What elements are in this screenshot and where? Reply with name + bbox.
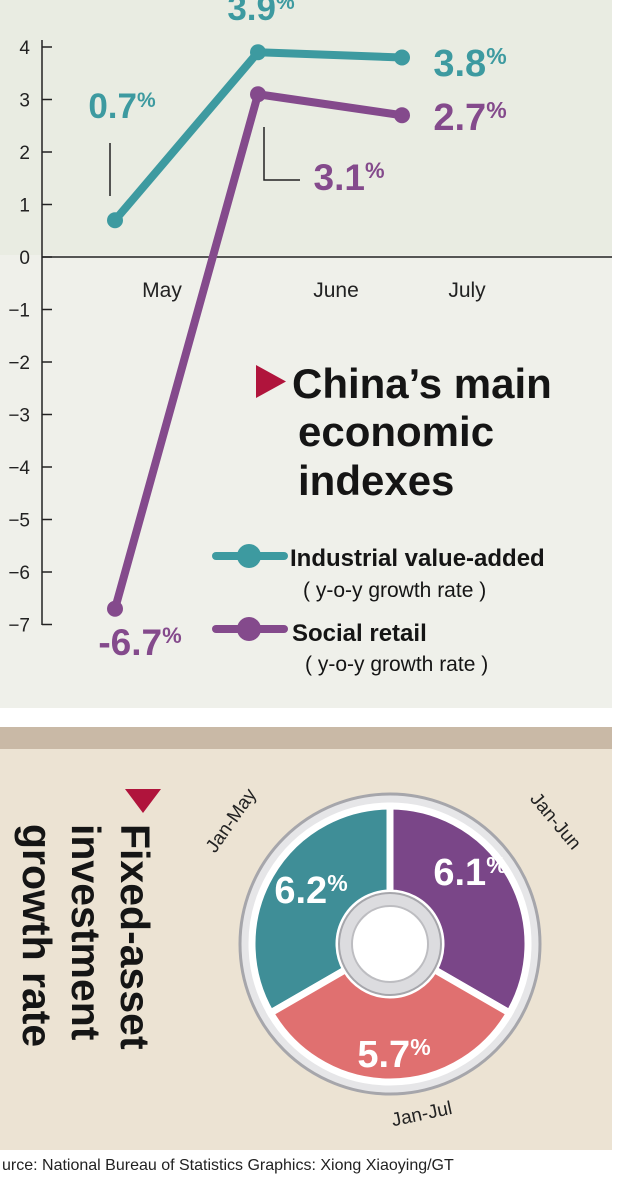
y-tick-label: 1: [19, 196, 30, 217]
y-tick-label: 4: [19, 38, 30, 59]
y-tick-label: −1: [8, 301, 30, 322]
data-label-industrial-may: 0.7%: [88, 87, 156, 126]
data-point: [250, 86, 266, 103]
data-point: [250, 44, 266, 61]
y-tick-label: 0: [19, 248, 30, 269]
y-tick-label: −6: [8, 563, 30, 584]
pie-title-line-2: investment: [63, 824, 109, 1041]
label-leader-line: [263, 127, 300, 181]
data-point: [394, 49, 410, 66]
pie-title-line-1: Fixed-asset: [112, 824, 158, 1050]
legend-industrial-label: Industrial value-added: [290, 545, 545, 572]
legend-retail-sub: ( y-o-y growth rate ): [305, 653, 488, 676]
data-point: [107, 212, 123, 229]
legend: Industrial value-added ( y-o-y growth ra…: [212, 544, 545, 676]
chart-title-line-2: economic: [298, 408, 494, 455]
y-tick-label: −2: [8, 353, 30, 374]
panel-band: [0, 727, 612, 749]
y-tick-label: −5: [8, 511, 30, 532]
line-chart: 4 3 2 1 0 −1 −2 −3 −4 −5 −6 −7 May June July 0.7% 3.9%…: [0, 0, 612, 708]
y-tick-label: 3: [19, 91, 30, 112]
y-tick-label: −4: [8, 458, 30, 479]
chart-bg-lower: [0, 255, 612, 708]
data-label-retail-june: 3.1%: [314, 157, 385, 198]
legend-industrial-marker: [237, 544, 261, 568]
legend-retail-label: Social retail: [292, 620, 427, 647]
data-point: [394, 107, 410, 124]
y-tick-label: −7: [8, 616, 30, 637]
data-point: [107, 600, 123, 617]
x-category-label: June: [313, 279, 359, 302]
y-tick-label: 2: [19, 143, 30, 164]
chart-title-line-1: China’s main: [292, 360, 552, 407]
chart-title-line-3: indexes: [298, 457, 454, 504]
data-label-retail-july: 2.7%: [433, 97, 506, 139]
slice-value-label: 6.2%: [274, 870, 347, 912]
x-category-label: May: [142, 279, 182, 302]
slice-value-label: 6.1%: [433, 852, 506, 894]
pie-title-triangle-icon: [125, 789, 161, 813]
source-credit: urce: National Bureau of Statistics Grap…: [2, 1157, 454, 1174]
pie-title-line-3: growth rate: [14, 824, 60, 1047]
legend-industrial-sub: ( y-o-y growth rate ): [303, 579, 486, 602]
data-label-industrial-june: 3.9%: [227, 0, 295, 28]
y-tick-label: −3: [8, 406, 30, 427]
data-label-retail-may: -6.7%: [98, 622, 181, 663]
slice-value-label: 5.7%: [357, 1034, 430, 1076]
donut-hole: [351, 905, 429, 983]
title-triangle-icon: [256, 365, 286, 398]
data-label-industrial-july: 3.8%: [433, 43, 506, 85]
donut-chart: Fixed-asset investment growth rate 6.2% 6…: [0, 727, 612, 1150]
x-category-label: July: [448, 279, 486, 302]
chart-bg-upper: [0, 0, 612, 255]
legend-retail-marker: [237, 617, 261, 641]
